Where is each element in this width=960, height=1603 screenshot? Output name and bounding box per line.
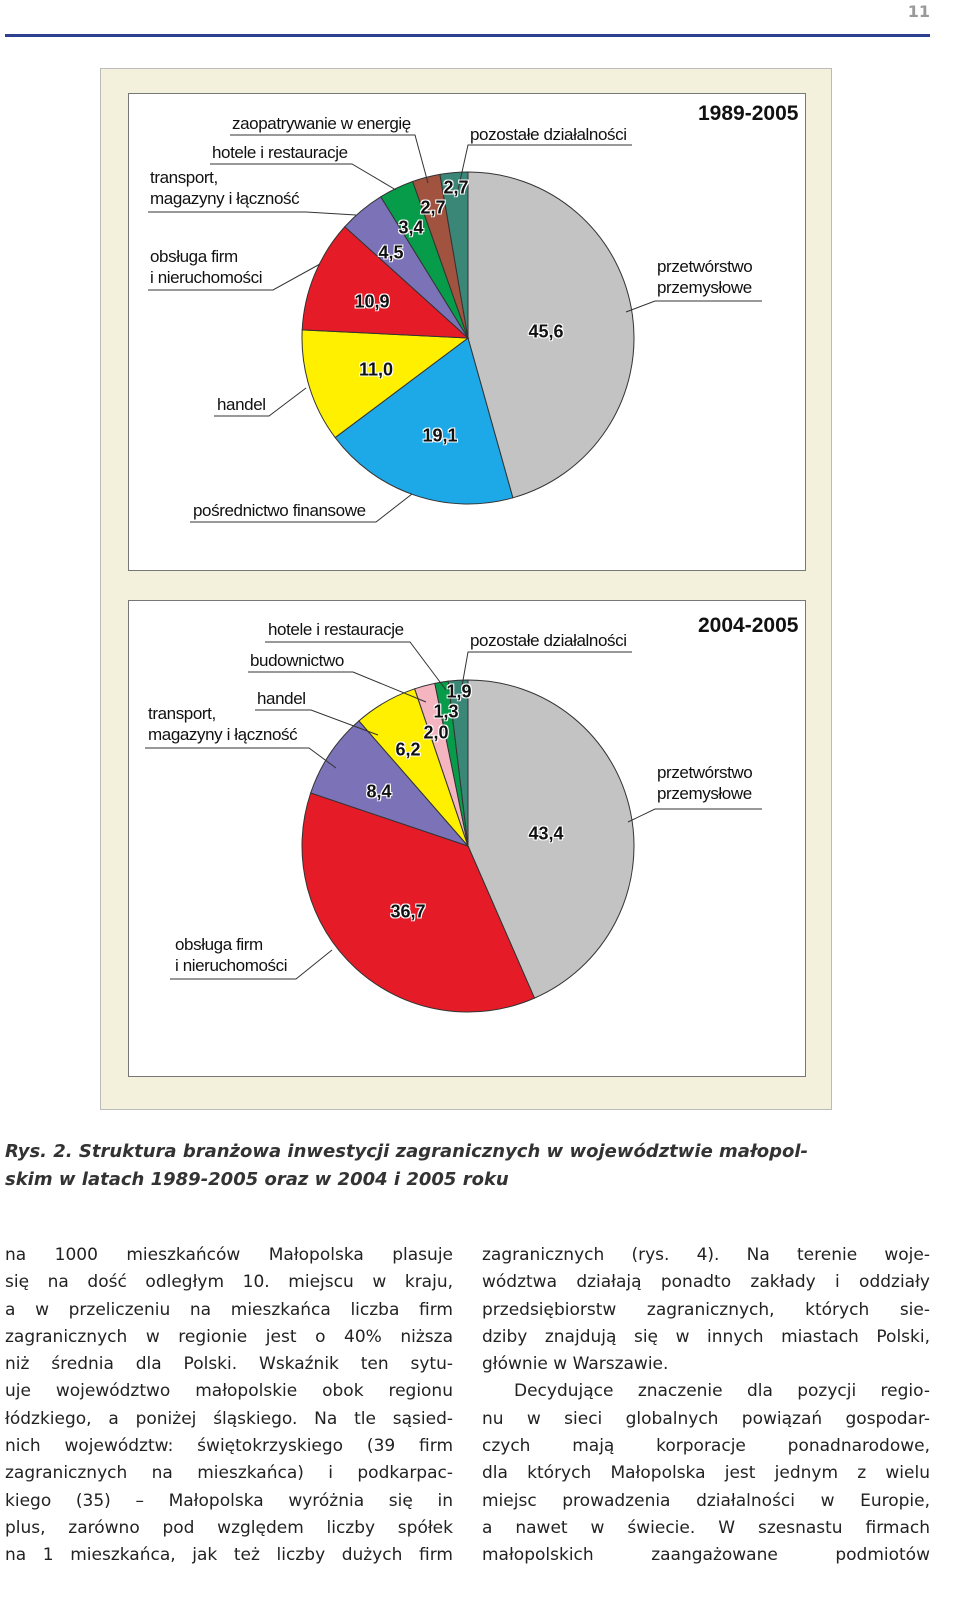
slice-category-label: przetwórstwo przemysłowe <box>657 763 753 803</box>
chart-title: 2004-2005 <box>698 614 799 637</box>
slice-category-label: obsługa firm i nieruchomości <box>175 935 288 975</box>
slice-value-label: 8,4 <box>366 781 392 802</box>
slice-category-label: hotele i restauracje <box>212 143 348 162</box>
pie-slice <box>334 337 514 505</box>
leader-line <box>627 808 762 823</box>
slice-value-label: 3,4 <box>398 217 424 238</box>
slice-value-label: 36,7 <box>390 901 426 922</box>
leader-line <box>265 641 447 691</box>
slice-category-label: handel <box>217 395 266 414</box>
text-line: uje województwo małopolskie obok regionu <box>5 1381 453 1402</box>
text-line: nich województw: świętokrzyskiego (39 fi… <box>5 1436 453 1457</box>
leader-line <box>248 671 427 703</box>
header-rule <box>5 34 930 37</box>
slice-category-label: przetwórstwo przemysłowe <box>657 257 753 297</box>
slice-category-label: pośrednictwo finansowe <box>193 501 366 520</box>
slice-value-label: 2,7 <box>420 197 446 218</box>
leader-line <box>148 263 321 291</box>
caption: Rys. 2. Struktura branżowa inwestycji za… <box>5 1138 935 1194</box>
text-line: a w przeliczeniu na mieszkańca liczba fi… <box>5 1299 453 1320</box>
text-line: plus, zarówno pod względem liczby spółek <box>5 1517 453 1538</box>
text-line: nu w sieci globalnych powiązań gospodar- <box>482 1408 930 1429</box>
charts <box>145 134 762 1013</box>
text-line: kiego (35) – Małopolska wyróżnia się in <box>5 1490 453 1511</box>
slice-category-label: transport, magazyny i łączność <box>148 704 298 744</box>
slice-value-label: 6,2 <box>395 739 421 760</box>
text-line: przedsiębiorstw zagranicznych, których s… <box>482 1299 930 1320</box>
slice-category-label: obsługa firm i nieruchomości <box>150 247 263 287</box>
text-line: zagranicznych na mieszkańca) i podkarpac… <box>5 1463 453 1484</box>
text-line: niż średnia dla Polski. Wskaźnik ten syt… <box>5 1354 453 1375</box>
slice-value-label: 10,9 <box>354 291 390 312</box>
leader-line <box>148 211 357 216</box>
slice-value-label: 2,0 <box>423 722 449 743</box>
slice-category-label: handel <box>257 689 306 708</box>
text-line: głównie w Warszawie. <box>482 1354 669 1375</box>
leader-line <box>190 493 413 523</box>
slice-value-label: 19,1 <box>422 425 458 446</box>
slice-category-label: pozostałe działalności <box>470 631 627 650</box>
text-line: zagranicznych w regionie jest o 40% niżs… <box>5 1326 453 1347</box>
leader-line <box>214 387 307 417</box>
text-line: miejsc prowadzenia działalności w Europi… <box>482 1490 930 1511</box>
leader-line <box>230 134 429 184</box>
text-line: wództwa działają ponadto zakłady i oddzi… <box>482 1272 930 1293</box>
text-line: czych mają korporacje ponadnarodowe, <box>482 1436 930 1457</box>
pie-slice <box>301 329 470 439</box>
slice-category-label: zaopatrywanie w energię <box>232 114 411 133</box>
text-line: na 1000 mieszkańców Małopolska plasuje <box>5 1245 453 1265</box>
slice-value-label: 43,4 <box>528 823 564 844</box>
leader-line <box>255 709 379 736</box>
leader-line <box>461 651 632 687</box>
text-line: się na dość odległym 10. miejscu w kraju… <box>5 1272 453 1293</box>
leader-line <box>625 300 762 313</box>
slice-category-label: hotele i restauracje <box>268 620 404 639</box>
pie-slice <box>467 171 635 499</box>
text-line: dla których Małopolska jest jednym z wie… <box>482 1463 930 1484</box>
leader-line <box>457 144 632 191</box>
caption-line: Rys. 2. Struktura branżowa inwestycji za… <box>5 1141 808 1162</box>
slice-category-label: pozostałe działalności <box>470 125 627 144</box>
pie-slice <box>301 792 536 1013</box>
text-line: łódzkiego, a poniżej śląskiego. Na tle s… <box>5 1408 453 1429</box>
caption-line: skim w latach 1989-2005 oraz w 2004 i 20… <box>5 1169 509 1190</box>
chart-title: 1989-2005 <box>698 102 799 125</box>
text-line: a nawet w świecie. W szesnastu firmach <box>482 1517 930 1538</box>
slice-value-label: 45,6 <box>528 321 564 342</box>
slice-category-label: transport, magazyny i łączność <box>150 168 300 208</box>
text-line: zagranicznych (rys. 4). Na terenie woje- <box>482 1245 930 1265</box>
text-line: małopolskich zaangażowane podmiotów <box>482 1545 930 1566</box>
page-number: 11 <box>907 2 930 21</box>
slice-value-label: 1,9 <box>446 681 472 702</box>
text-column: na 1000 mieszkańców Małopolska plasuje si… <box>5 1242 453 1570</box>
pie-slice <box>467 679 635 999</box>
slice-value-label: 2,7 <box>443 177 469 198</box>
leader-line <box>170 949 333 980</box>
pie-slice <box>439 171 469 339</box>
slice-category-label: budownictwo <box>250 651 344 670</box>
text-column: zagranicznych (rys. 4). Na terenie woje-… <box>482 1242 930 1570</box>
slice-value-label: 11,0 <box>358 359 394 380</box>
pie-slice <box>301 226 470 339</box>
pie-slice <box>310 720 470 848</box>
text-line: na 1 mieszkańca, jak też liczby dużych f… <box>5 1545 453 1566</box>
text-line: Decydujące znaczenie dla pozycji regio- <box>514 1381 930 1402</box>
leader-line <box>145 747 337 769</box>
slice-value-label: 4,5 <box>378 242 404 263</box>
slice-value-label: 1,3 <box>433 701 459 722</box>
pie-slice <box>447 679 469 847</box>
leader-line <box>210 163 397 191</box>
text-line: dziby znajdują się w innych miastach Pol… <box>482 1326 930 1347</box>
